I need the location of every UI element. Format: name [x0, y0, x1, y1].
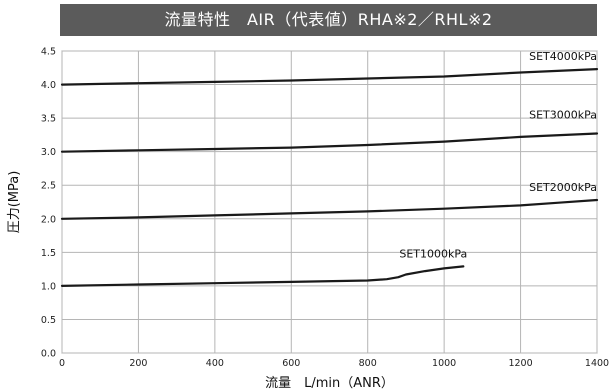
x-tick-label: 1000 [432, 358, 456, 369]
y-tick-label: 3.0 [41, 147, 56, 158]
series-line-set2000kpa [60, 198, 599, 220]
series-label: SET2000kPa [529, 181, 597, 194]
series-line-set4000kpa [60, 67, 599, 86]
x-tick-label: 400 [206, 358, 224, 369]
y-tick-label: 4.5 [41, 47, 56, 58]
series-label: SET3000kPa [529, 109, 597, 122]
x-tick-label: 600 [282, 358, 300, 369]
grid-layer [61, 50, 598, 354]
x-axis-label: 流量 L/min（ANR） [265, 376, 394, 391]
y-tick-label: 0.0 [41, 349, 56, 360]
plot-frame [61, 50, 598, 354]
y-tick-label: 2.0 [41, 214, 56, 225]
chart-title: 流量特性 AIR（代表値）RHA※2／RHL※2 [60, 4, 597, 36]
x-tick-label: 1200 [508, 358, 532, 369]
series-lines [60, 67, 599, 287]
y-tick-label: 3.5 [41, 114, 56, 125]
y-axis-label: 圧力(MPa) [7, 171, 22, 234]
series-line-set1000kpa [60, 265, 465, 287]
x-tick-label: 1400 [585, 358, 609, 369]
tick-labels: 0.0 0.5 1.0 1.5 2.0 2.5 3.0 3.5 4.0 4.5 0 200 400 600… [41, 47, 609, 370]
y-tick-label: 2.5 [41, 181, 56, 192]
x-tick-label: 800 [359, 358, 377, 369]
series-line-set3000kpa [60, 132, 599, 153]
series-labels: SET1000kPa SET2000kPa SET3000kPa SET4000kPa [399, 50, 597, 260]
y-tick-label: 1.0 [41, 281, 56, 292]
y-tick-label: 0.5 [41, 315, 56, 326]
y-tick-label: 4.0 [41, 80, 56, 91]
x-tick-label: 200 [129, 358, 147, 369]
y-tick-label: 1.5 [41, 248, 56, 259]
x-tick-label: 0 [59, 358, 65, 369]
series-label: SET1000kPa [399, 247, 467, 260]
series-label: SET4000kPa [529, 50, 597, 63]
